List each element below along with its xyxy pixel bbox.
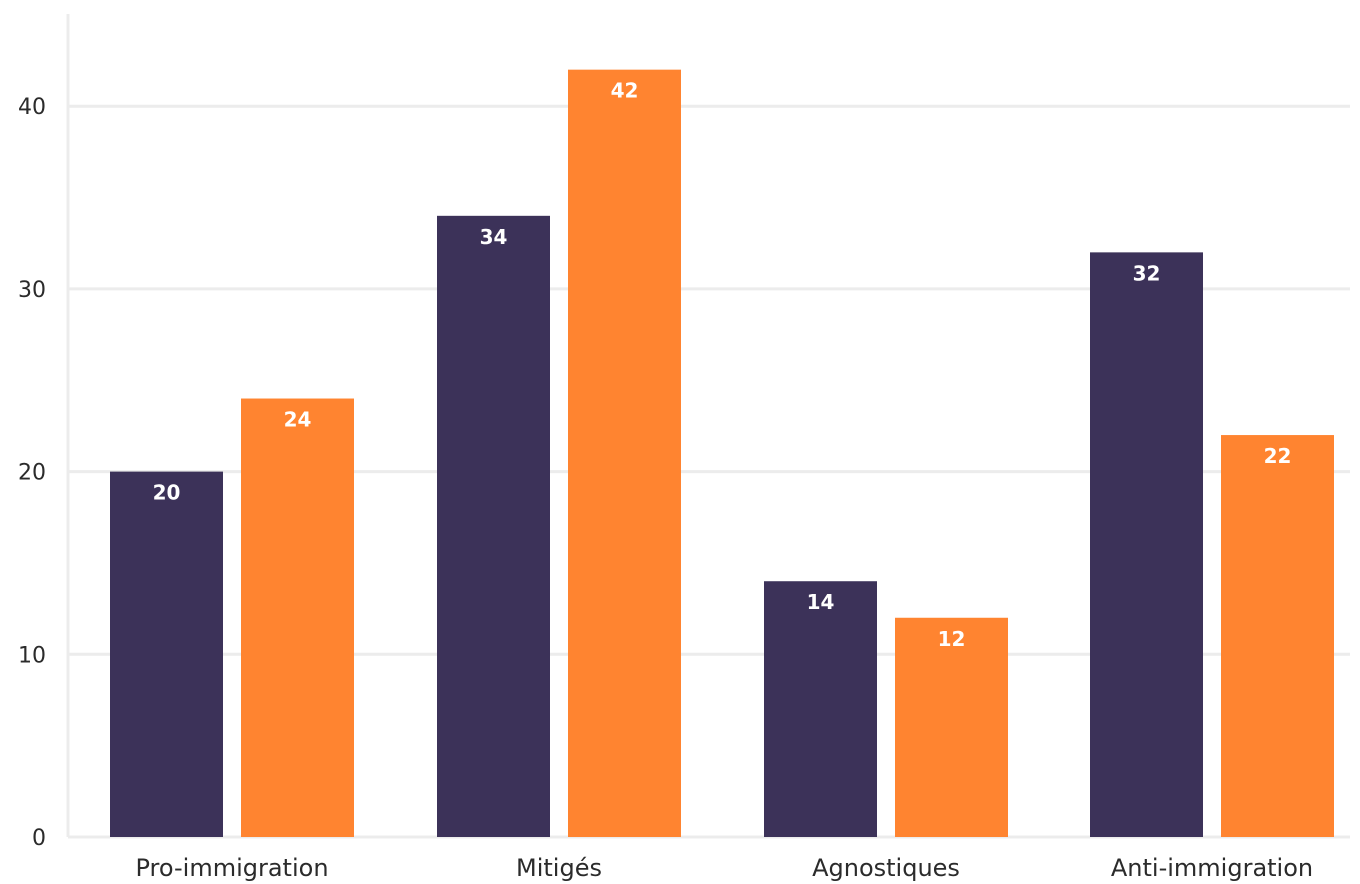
x-category-label: Pro-immigration (135, 854, 328, 882)
bar-series2-3 (895, 617, 1008, 837)
bar-series1-2 (437, 215, 550, 837)
data-label: 42 (611, 79, 639, 103)
data-label: 34 (480, 225, 508, 249)
bar-series1-4 (1090, 252, 1203, 838)
y-tick-label: 10 (18, 643, 46, 668)
data-label: 14 (807, 590, 835, 614)
data-label: 12 (938, 627, 966, 651)
data-label: 20 (153, 481, 181, 505)
data-label: 22 (1264, 444, 1292, 468)
bar-series1-3 (764, 581, 877, 837)
data-label: 32 (1133, 261, 1161, 285)
x-axis-categories: Pro-immigration Mitigés Agnostiques Anti-im… (135, 854, 1313, 882)
bar-series2-4 (1221, 435, 1334, 837)
x-category-label: Mitigés (516, 854, 602, 882)
x-category-label: Anti-immigration (1111, 854, 1313, 882)
data-labels: 20 24 34 42 14 12 32 22 (150, 76, 1294, 653)
bar-series2-2 (568, 69, 681, 837)
x-category-label: Agnostiques (812, 854, 960, 882)
data-label: 24 (284, 408, 312, 432)
bar-series2-1 (241, 398, 354, 837)
y-tick-label: 40 (18, 95, 46, 120)
y-tick-label: 30 (18, 278, 46, 303)
y-tick-label: 20 (18, 461, 46, 486)
bar-series1-1 (110, 471, 223, 837)
y-tick-label: 0 (32, 826, 46, 851)
y-axis-ticks: 0 10 20 30 40 (18, 95, 46, 851)
bars (110, 69, 1334, 838)
